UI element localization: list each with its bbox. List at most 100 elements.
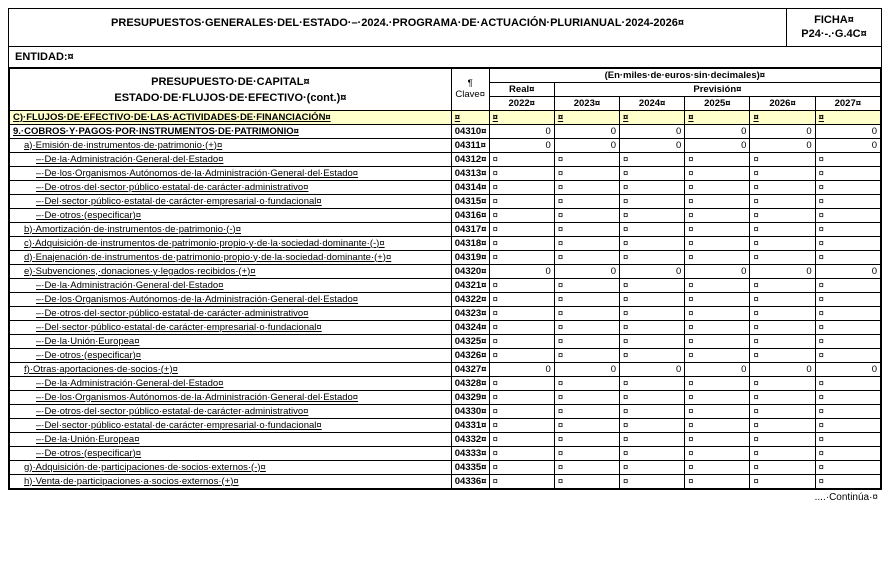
row-value: ¤ (554, 208, 619, 222)
row-value: ¤ (685, 404, 750, 418)
row-value: ¤ (750, 390, 815, 404)
row-value: ¤ (620, 166, 685, 180)
row-value: ¤ (489, 194, 554, 208)
row-value: ¤ (554, 250, 619, 264)
row-value: ¤ (554, 320, 619, 334)
row-value: ¤ (685, 292, 750, 306)
row-value: ¤ (685, 194, 750, 208)
row-value: ¤ (554, 446, 619, 460)
row-value: ¤ (489, 460, 554, 474)
row-value: ¤ (685, 418, 750, 432)
row-value: ¤ (554, 390, 619, 404)
row-clave: 04314¤ (451, 180, 489, 194)
row-value: 0 (685, 264, 750, 278)
row-clave: 04321¤ (451, 278, 489, 292)
section-c-row: C)·FLUJOS·DE·EFECTIVO·DE·LAS·ACTIVIDADES… (10, 110, 881, 124)
row-value: ¤ (685, 474, 750, 488)
row-value: ¤ (815, 474, 880, 488)
row-value: ¤ (750, 152, 815, 166)
row-clave: 04320¤ (451, 264, 489, 278)
row-clave: 04323¤ (451, 306, 489, 320)
table-row: –·De·la·Administración·General·del·Estad… (10, 376, 881, 390)
row-value: ¤ (554, 166, 619, 180)
row-value: ¤ (489, 236, 554, 250)
row-desc: –·De·la·Administración·General·del·Estad… (10, 376, 452, 390)
table-row: –·Del·sector·público·estatal·de·carácter… (10, 418, 881, 432)
row-value: ¤ (815, 180, 880, 194)
row-value: ¤ (489, 474, 554, 488)
row-clave: 04331¤ (451, 418, 489, 432)
row-desc: –·De·la·Unión·Europea¤ (10, 334, 452, 348)
row-value: ¤ (815, 306, 880, 320)
row-clave: 04328¤ (451, 376, 489, 390)
row-value: 0 (620, 138, 685, 152)
row-value: ¤ (750, 474, 815, 488)
row-desc: –·De·otros·(especificar)¤ (10, 348, 452, 362)
row-clave: 04312¤ (451, 152, 489, 166)
table-row: –·De·otros·(especificar)¤04326¤¤¤¤¤¤¤ (10, 348, 881, 362)
row-value: ¤ (554, 474, 619, 488)
clave-header: ¶ Clave¤ (451, 68, 489, 110)
row-value: 0 (554, 362, 619, 376)
row-value: ¤ (489, 180, 554, 194)
table-row: –·De·la·Unión·Europea¤04332¤¤¤¤¤¤¤ (10, 432, 881, 446)
row-desc: f)·Otras·aportaciones·de·socios·(+)¤ (10, 362, 452, 376)
row-value: ¤ (750, 208, 815, 222)
row-value: ¤ (620, 474, 685, 488)
row-value: ¤ (685, 222, 750, 236)
row-value: ¤ (620, 460, 685, 474)
row-value: 0 (620, 264, 685, 278)
table-row: –·De·otros·del·sector·público·estatal·de… (10, 306, 881, 320)
row-value: ¤ (620, 152, 685, 166)
row-value: ¤ (815, 334, 880, 348)
row-value: ¤ (620, 194, 685, 208)
ficha-line1: FICHA¤ (789, 13, 879, 27)
year-2027: 2027¤ (815, 96, 880, 110)
year-2023: 2023¤ (554, 96, 619, 110)
table-row: –·De·la·Administración·General·del·Estad… (10, 152, 881, 166)
row-value: ¤ (815, 278, 880, 292)
row-value: 0 (815, 264, 880, 278)
row-desc: –·De·otros·(especificar)¤ (10, 446, 452, 460)
row-clave: 04333¤ (451, 446, 489, 460)
row-desc: –·De·otros·del·sector·público·estatal·de… (10, 180, 452, 194)
row-value: ¤ (750, 236, 815, 250)
row-value: ¤ (750, 460, 815, 474)
table-row: –·De·otros·(especificar)¤04333¤¤¤¤¤¤¤ (10, 446, 881, 460)
row-value: ¤ (815, 152, 880, 166)
row-value: ¤ (815, 194, 880, 208)
table-row: h)·Venta·de·participaciones·a·socios·ext… (10, 474, 881, 488)
row-value: ¤ (815, 432, 880, 446)
row-value: ¤ (750, 376, 815, 390)
row-value: ¤ (815, 418, 880, 432)
row-value: ¤ (489, 320, 554, 334)
row-clave: 04318¤ (451, 236, 489, 250)
left-header-l2: ESTADO·DE·FLUJOS·DE·EFECTIVO·(cont.)¤ (13, 92, 448, 104)
row-value: ¤ (620, 390, 685, 404)
row-value: 0 (489, 362, 554, 376)
row-value: 0 (554, 264, 619, 278)
row-value: 0 (685, 138, 750, 152)
row-value: ¤ (489, 348, 554, 362)
real-header: Real¤ (489, 82, 554, 96)
row-value: ¤ (620, 250, 685, 264)
row-value: 0 (685, 124, 750, 138)
entidad-row: ENTIDAD:¤ (9, 47, 881, 68)
row-value: ¤ (750, 180, 815, 194)
row-value: ¤ (815, 250, 880, 264)
row-value: ¤ (620, 404, 685, 418)
row-value: ¤ (489, 376, 554, 390)
table-row: b)·Amortización·de·instrumentos·de·patri… (10, 222, 881, 236)
row-desc: –·Del·sector·público·estatal·de·carácter… (10, 194, 452, 208)
budget-table: PRESUPUESTO·DE·CAPITAL¤ ESTADO·DE·FLUJOS… (9, 68, 881, 489)
table-row: c)·Adquisición·de·instrumentos·de·patrim… (10, 236, 881, 250)
row-value: ¤ (685, 460, 750, 474)
row-value: ¤ (554, 278, 619, 292)
row-value: ¤ (815, 404, 880, 418)
row-value: ¤ (620, 376, 685, 390)
table-row: e)·Subvenciones,·donaciones·y·legados·re… (10, 264, 881, 278)
row-value: ¤ (750, 334, 815, 348)
row-value: 0 (815, 362, 880, 376)
ficha-box: FICHA¤ P24·-.·G.4C¤ (787, 9, 881, 46)
row-value: ¤ (620, 208, 685, 222)
